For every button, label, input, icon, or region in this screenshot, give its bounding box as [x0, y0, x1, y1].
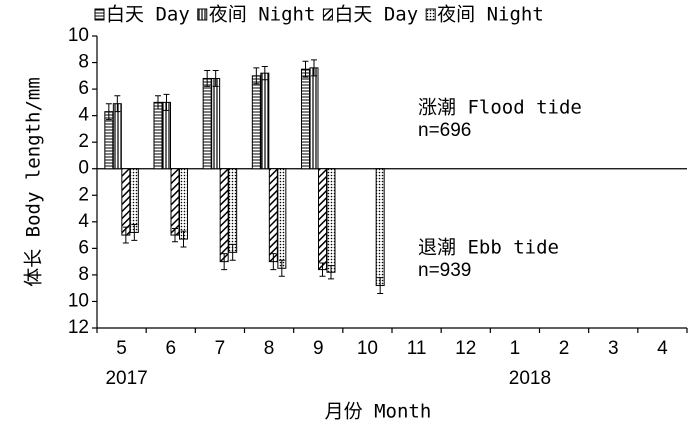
error-bar — [229, 243, 236, 261]
x-tick-label: 7 — [215, 338, 226, 359]
bar — [211, 77, 221, 170]
error-bar — [319, 262, 326, 277]
year-label: 2017 — [105, 368, 147, 389]
error-bar — [180, 230, 187, 248]
annotation: n=939 — [418, 260, 471, 281]
legend-label: 夜间 Night — [437, 4, 544, 26]
y-tick-label: 2 — [78, 184, 89, 205]
y-tick-label: 4 — [78, 211, 89, 232]
y-tick-label: 10 — [68, 25, 89, 46]
x-tick-label: 5 — [116, 338, 127, 359]
y-tick-label: 6 — [78, 237, 89, 258]
annotation: 涨潮 Flood tide — [418, 97, 582, 119]
x-tick-label: 11 — [407, 338, 427, 359]
error-bar — [311, 59, 317, 77]
error-bar — [163, 93, 170, 111]
y-tick-label: 10 — [68, 290, 89, 311]
bar — [112, 103, 122, 170]
error-bar — [105, 103, 112, 121]
bar — [251, 75, 261, 170]
legend-swatch — [322, 8, 333, 21]
bar — [268, 168, 278, 263]
x-tick-label: 2 — [559, 338, 570, 359]
x-tick-label: 8 — [264, 338, 275, 359]
error-bar — [204, 70, 211, 87]
annotation: 退潮 Ebb tide — [418, 237, 559, 259]
y-tick-label: 4 — [78, 105, 89, 126]
x-tick-label: 9 — [313, 338, 324, 359]
y-tick-label: 0 — [78, 158, 89, 179]
error-bar — [114, 95, 121, 113]
bar — [104, 111, 114, 170]
year-label: 2018 — [509, 368, 551, 389]
bar — [260, 72, 270, 170]
bar — [219, 168, 229, 263]
y-tick-label: 8 — [78, 264, 89, 285]
error-bar — [212, 70, 219, 87]
x-tick-label: 4 — [657, 338, 668, 359]
legend-label: 白天 Day — [334, 4, 418, 26]
bar — [301, 68, 310, 170]
x-axis-title: 月份 Month — [325, 401, 432, 423]
x-tick-label: 12 — [455, 338, 476, 359]
y-tick-label: 2 — [78, 131, 89, 152]
x-tick-label: 1 — [510, 338, 521, 359]
y-axis-title: 体长 Body length/mm — [23, 77, 45, 287]
y-tick-label: 8 — [78, 52, 89, 73]
error-bar — [253, 67, 260, 85]
legend-swatch — [197, 8, 208, 21]
bar — [228, 168, 238, 253]
error-bar — [261, 66, 268, 81]
y-tick-label: 12 — [68, 317, 89, 338]
bar — [309, 67, 319, 170]
y-tick-label: 6 — [78, 78, 89, 99]
bar — [153, 101, 163, 170]
error-bar — [122, 226, 129, 244]
bar — [121, 168, 131, 236]
x-tick-label: 10 — [357, 338, 378, 359]
bar — [129, 168, 139, 233]
error-bar — [328, 265, 334, 280]
x-tick-label: 3 — [608, 338, 619, 359]
legend-label: 白天 Day — [106, 4, 190, 26]
error-bar — [302, 60, 309, 78]
error-bar — [131, 223, 138, 241]
error-bar — [278, 259, 285, 277]
error-bar — [270, 253, 277, 271]
legend-label: 夜间 Night — [209, 4, 316, 26]
bar — [375, 168, 385, 287]
bar — [162, 101, 171, 170]
bar — [170, 168, 180, 236]
bar — [318, 168, 327, 271]
legend-swatch — [94, 8, 105, 21]
bar — [179, 168, 188, 240]
bar — [202, 77, 212, 170]
error-bar — [377, 277, 384, 294]
bar — [277, 168, 287, 269]
bar — [326, 168, 336, 273]
x-tick-label: 6 — [165, 338, 176, 359]
error-bar — [172, 227, 178, 243]
annotation: n=696 — [418, 120, 471, 141]
error-bar — [155, 95, 161, 110]
error-bar — [221, 253, 228, 271]
legend-swatch — [425, 8, 436, 21]
